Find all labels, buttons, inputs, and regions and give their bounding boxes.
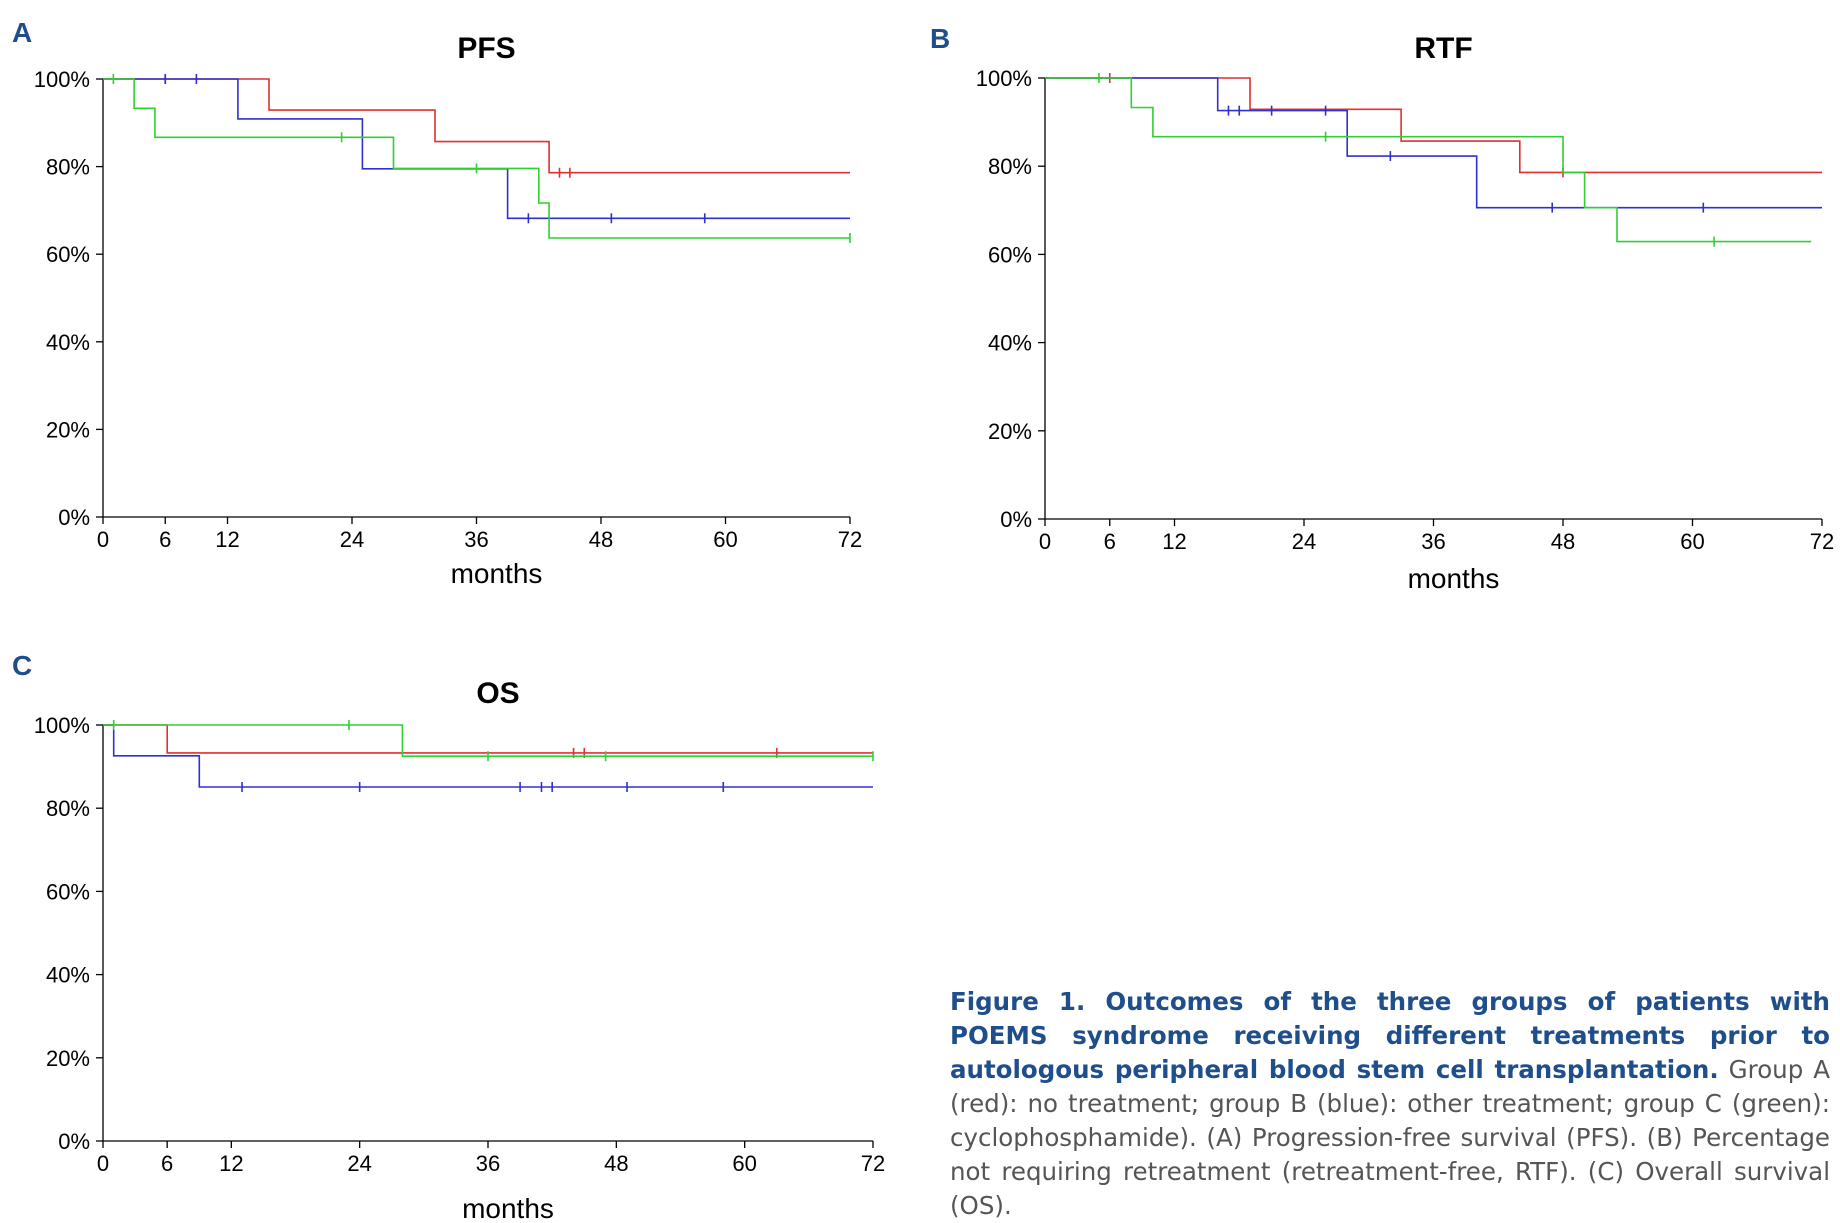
panel-letter: B — [930, 23, 950, 54]
x-tick-label: 0 — [97, 1151, 109, 1176]
y-tick-label: 80% — [46, 155, 90, 180]
y-tick-label: 40% — [46, 963, 90, 988]
x-tick-label: 24 — [340, 527, 364, 552]
y-tick-label: 60% — [988, 242, 1032, 267]
y-tick-label: 20% — [46, 417, 90, 442]
y-tick-label: 40% — [988, 331, 1032, 356]
series-line — [103, 724, 873, 754]
caption-body: Group A (red): no treatment; group B (bl… — [950, 1055, 1830, 1220]
x-axis-label: months — [451, 558, 543, 589]
x-tick-label: 72 — [838, 527, 862, 552]
x-tick-label: 60 — [732, 1151, 756, 1176]
y-tick-label: 80% — [988, 154, 1032, 179]
series-line — [103, 78, 850, 239]
y-tick-label: 100% — [34, 713, 90, 738]
x-tick-label: 24 — [347, 1151, 371, 1176]
y-tick-label: 0% — [58, 505, 90, 530]
chart-title: OS — [476, 677, 519, 710]
y-tick-label: 0% — [58, 1129, 90, 1154]
x-tick-label: 48 — [1551, 529, 1575, 554]
x-tick-label: 48 — [604, 1151, 628, 1176]
x-axis-label: months — [462, 1193, 554, 1222]
x-tick-label: 12 — [1162, 529, 1186, 554]
y-tick-label: 20% — [46, 1046, 90, 1071]
series-line — [1045, 77, 1812, 243]
series-line — [103, 78, 850, 220]
series-line — [103, 78, 850, 174]
x-tick-label: 12 — [215, 527, 239, 552]
y-tick-label: 80% — [46, 796, 90, 821]
chart-panel-c: C OS 0% 20% 40% 60% 80% 100% 0 6 12 24 36 48 60 72 month… — [12, 650, 885, 1222]
x-tick-label: 6 — [1104, 529, 1116, 554]
y-tick-label: 100% — [976, 66, 1032, 91]
y-tick-label: 0% — [1000, 507, 1032, 532]
x-tick-label: 36 — [476, 1151, 500, 1176]
chart-panel-a: A PFS 0% 20% 40% 60% 80% 100% 0 6 12 24 36 48 60 72 mont… — [12, 17, 862, 589]
series-line — [1045, 77, 1822, 174]
x-tick-label: 72 — [1810, 529, 1834, 554]
x-tick-label: 72 — [861, 1151, 885, 1176]
panel-letter: C — [12, 650, 32, 681]
x-tick-label: 0 — [1039, 529, 1051, 554]
x-tick-label: 60 — [1680, 529, 1704, 554]
chart-title: PFS — [457, 32, 515, 65]
x-tick-label: 48 — [589, 527, 613, 552]
y-tick-label: 60% — [46, 879, 90, 904]
y-tick-label: 100% — [34, 67, 90, 92]
x-tick-label: 6 — [159, 527, 171, 552]
figure-caption: Figure 1. Outcomes of the three groups o… — [950, 985, 1830, 1223]
x-tick-label: 36 — [1421, 529, 1445, 554]
x-tick-label: 6 — [161, 1151, 173, 1176]
x-tick-label: 0 — [97, 527, 109, 552]
y-tick-label: 60% — [46, 242, 90, 267]
x-tick-label: 36 — [464, 527, 488, 552]
chart-panel-b: B RTF 0% 20% 40% 60% 80% 100% 0 6 12 24 36 48 60 72 mont… — [930, 23, 1834, 594]
chart-title: RTF — [1414, 32, 1472, 65]
y-tick-label: 40% — [46, 330, 90, 355]
series-line — [1045, 77, 1822, 209]
series-line — [103, 724, 873, 757]
panel-letter: A — [12, 17, 32, 48]
x-axis-label: months — [1408, 563, 1500, 594]
caption-title: Figure 1. Outcomes of the three groups o… — [950, 987, 1830, 1084]
y-tick-label: 20% — [988, 419, 1032, 444]
x-tick-label: 12 — [219, 1151, 243, 1176]
x-tick-label: 24 — [1292, 529, 1316, 554]
x-tick-label: 60 — [713, 527, 737, 552]
